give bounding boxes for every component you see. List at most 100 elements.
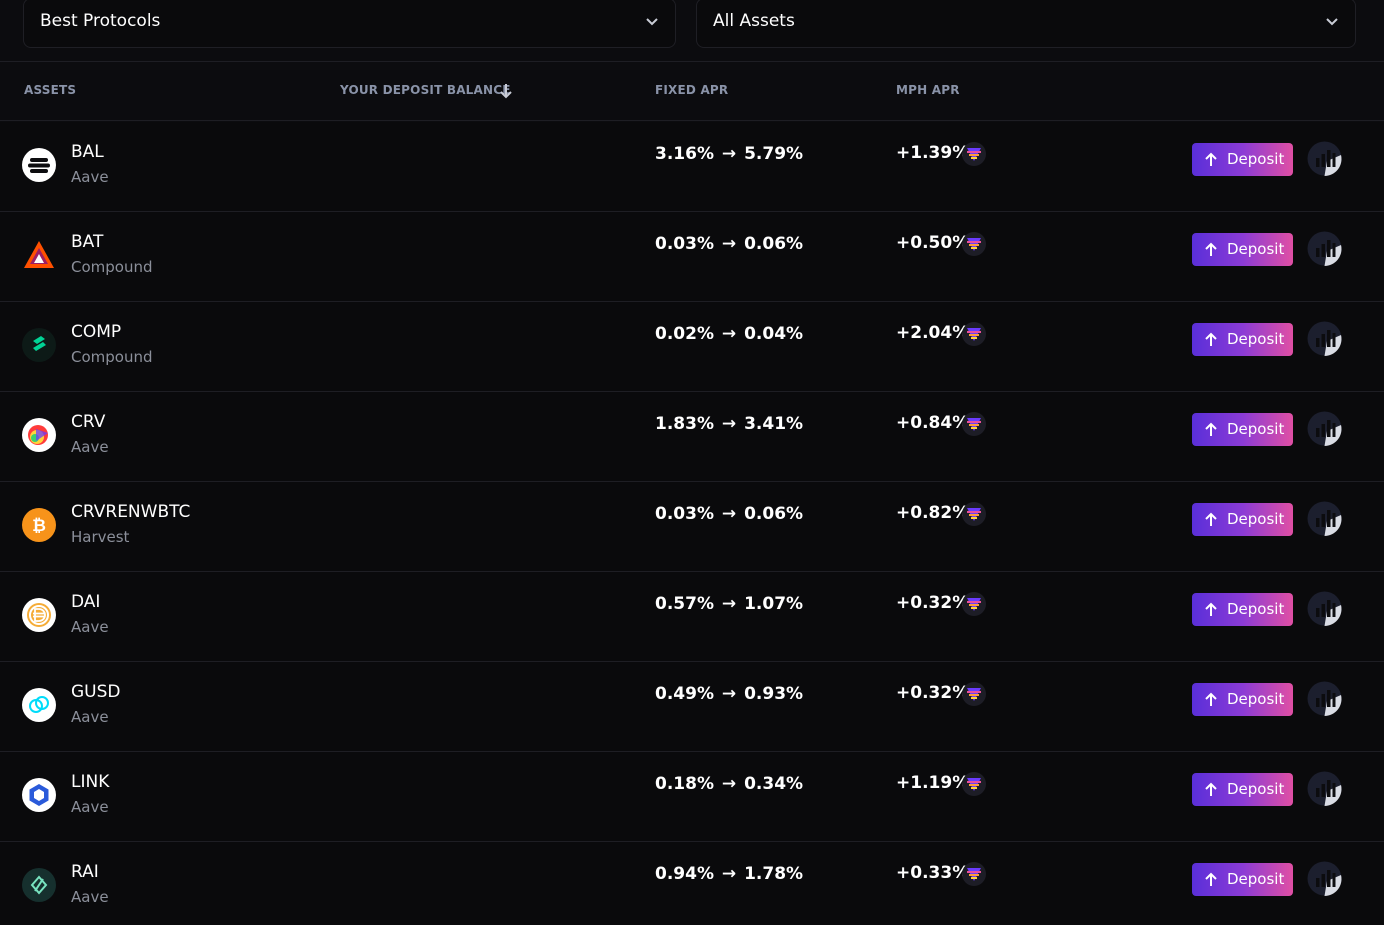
- arrow-up-icon: [1205, 782, 1217, 796]
- asset-name: CRV: [71, 412, 106, 432]
- table-row[interactable]: LINK Aave 0.18% → 0.34% +1.19% Deposit: [0, 752, 1384, 842]
- bitcoin-icon: ₿: [22, 508, 56, 542]
- chevron-down-icon: [1326, 18, 1338, 26]
- fixed-apr: 0.03% → 0.06%: [655, 234, 803, 254]
- protocol-select[interactable]: Best Protocols: [23, 0, 676, 48]
- stats-chart-icon[interactable]: [1307, 321, 1342, 356]
- apr-to: 1.07%: [744, 594, 804, 614]
- deposit-label: Deposit: [1227, 870, 1285, 888]
- header-deposit-balance[interactable]: YOUR DEPOSIT BALANCE: [340, 83, 511, 97]
- asset-name: BAL: [71, 142, 104, 162]
- apr-to: 3.41%: [744, 414, 804, 434]
- chainlink-icon: [22, 778, 56, 812]
- deposit-button[interactable]: Deposit: [1192, 863, 1293, 896]
- balancer-icon: [22, 148, 56, 182]
- fixed-apr: 0.02% → 0.04%: [655, 324, 803, 344]
- sort-down-icon[interactable]: [498, 82, 514, 100]
- stats-chart-icon[interactable]: [1307, 771, 1342, 806]
- stats-chart-icon[interactable]: [1307, 411, 1342, 446]
- table-row[interactable]: CRV Aave 1.83% → 3.41% +0.84% Deposit: [0, 392, 1384, 482]
- fixed-apr: 1.83% → 3.41%: [655, 414, 803, 434]
- deposit-button[interactable]: Deposit: [1192, 683, 1293, 716]
- mph-token-icon: [962, 142, 986, 166]
- deposit-button[interactable]: Deposit: [1192, 413, 1293, 446]
- fixed-apr: 3.16% → 5.79%: [655, 144, 803, 164]
- table-row[interactable]: ₿ CRVRENWBTC Harvest 0.03% → 0.06% +0.82% Dep…: [0, 482, 1384, 572]
- apr-from: 0.03%: [655, 234, 714, 254]
- bat-icon: [22, 238, 56, 272]
- mph-token-icon: [962, 772, 986, 796]
- mph-token-icon: [962, 412, 986, 436]
- header-mph-apr: MPH APR: [896, 83, 960, 97]
- apr-to: 0.04%: [744, 324, 804, 344]
- mph-apr: +0.82%: [896, 503, 970, 523]
- deposit-button[interactable]: Deposit: [1192, 593, 1293, 626]
- apr-to: 0.06%: [744, 504, 804, 524]
- table-row[interactable]: RAI Aave 0.94% → 1.78% +0.33% Deposit: [0, 842, 1384, 925]
- stats-chart-icon[interactable]: [1307, 681, 1342, 716]
- mph-apr: +0.32%: [896, 593, 970, 613]
- asset-name: DAI: [71, 592, 101, 612]
- mph-token-icon: [962, 862, 986, 886]
- chevron-down-icon: [646, 18, 658, 26]
- stats-chart-icon[interactable]: [1307, 141, 1342, 176]
- arrow-right-icon: →: [721, 864, 737, 884]
- asset-select-label: All Assets: [713, 11, 795, 31]
- deposit-button[interactable]: Deposit: [1192, 233, 1293, 266]
- arrow-right-icon: →: [721, 414, 737, 434]
- arrow-right-icon: →: [721, 504, 737, 524]
- header-assets: ASSETS: [24, 83, 77, 97]
- mph-apr: +0.84%: [896, 413, 970, 433]
- arrow-right-icon: →: [721, 594, 737, 614]
- arrow-right-icon: →: [721, 144, 737, 164]
- apr-from: 0.03%: [655, 504, 714, 524]
- mph-apr: +0.50%: [896, 233, 970, 253]
- table-row[interactable]: BAL Aave 3.16% → 5.79% +1.39% Deposit: [0, 122, 1384, 212]
- fixed-apr: 0.94% → 1.78%: [655, 864, 803, 884]
- deposit-button[interactable]: Deposit: [1192, 143, 1293, 176]
- table-row[interactable]: GUSD Aave 0.49% → 0.93% +0.32% Deposit: [0, 662, 1384, 752]
- deposit-button[interactable]: Deposit: [1192, 503, 1293, 536]
- asset-protocol: Aave: [71, 708, 109, 726]
- apr-from: 3.16%: [655, 144, 714, 164]
- apr-from: 1.83%: [655, 414, 714, 434]
- arrow-up-icon: [1205, 422, 1217, 436]
- asset-protocol: Aave: [71, 438, 109, 456]
- arrow-right-icon: →: [721, 324, 737, 344]
- stats-chart-icon[interactable]: [1307, 591, 1342, 626]
- apr-to: 0.93%: [744, 684, 804, 704]
- fixed-apr: 0.03% → 0.06%: [655, 504, 803, 524]
- asset-protocol: Compound: [71, 348, 153, 366]
- protocol-select-label: Best Protocols: [40, 11, 161, 31]
- table-row[interactable]: DAI Aave 0.57% → 1.07% +0.32% Deposit: [0, 572, 1384, 662]
- table-row[interactable]: COMP Compound 0.02% → 0.04% +2.04% Deposit: [0, 302, 1384, 392]
- deposit-button[interactable]: Deposit: [1192, 323, 1293, 356]
- apr-to: 1.78%: [744, 864, 804, 884]
- stats-chart-icon[interactable]: [1307, 501, 1342, 536]
- stats-chart-icon[interactable]: [1307, 861, 1342, 896]
- apr-from: 0.49%: [655, 684, 714, 704]
- asset-name: BAT: [71, 232, 104, 252]
- header-fixed-apr: FIXED APR: [655, 83, 729, 97]
- arrow-right-icon: →: [721, 774, 737, 794]
- asset-select[interactable]: All Assets: [696, 0, 1356, 48]
- arrow-up-icon: [1205, 692, 1217, 706]
- arrow-right-icon: →: [721, 684, 737, 704]
- deposit-label: Deposit: [1227, 420, 1285, 438]
- deposit-label: Deposit: [1227, 780, 1285, 798]
- table-header: ASSETS YOUR DEPOSIT BALANCE FIXED APR MP…: [0, 62, 1384, 121]
- deposit-button[interactable]: Deposit: [1192, 773, 1293, 806]
- mph-apr: +0.32%: [896, 683, 970, 703]
- table-row[interactable]: BAT Compound 0.03% → 0.06% +0.50% Deposit: [0, 212, 1384, 302]
- asset-protocol: Harvest: [71, 528, 130, 546]
- mph-token-icon: [962, 502, 986, 526]
- fixed-apr: 0.49% → 0.93%: [655, 684, 803, 704]
- mph-token-icon: [962, 682, 986, 706]
- stats-chart-icon[interactable]: [1307, 231, 1342, 266]
- apr-to: 0.34%: [744, 774, 804, 794]
- mph-token-icon: [962, 592, 986, 616]
- filter-bar: Best Protocols All Assets: [0, 0, 1384, 62]
- asset-protocol: Aave: [71, 618, 109, 636]
- apr-from: 0.02%: [655, 324, 714, 344]
- asset-protocol: Aave: [71, 168, 109, 186]
